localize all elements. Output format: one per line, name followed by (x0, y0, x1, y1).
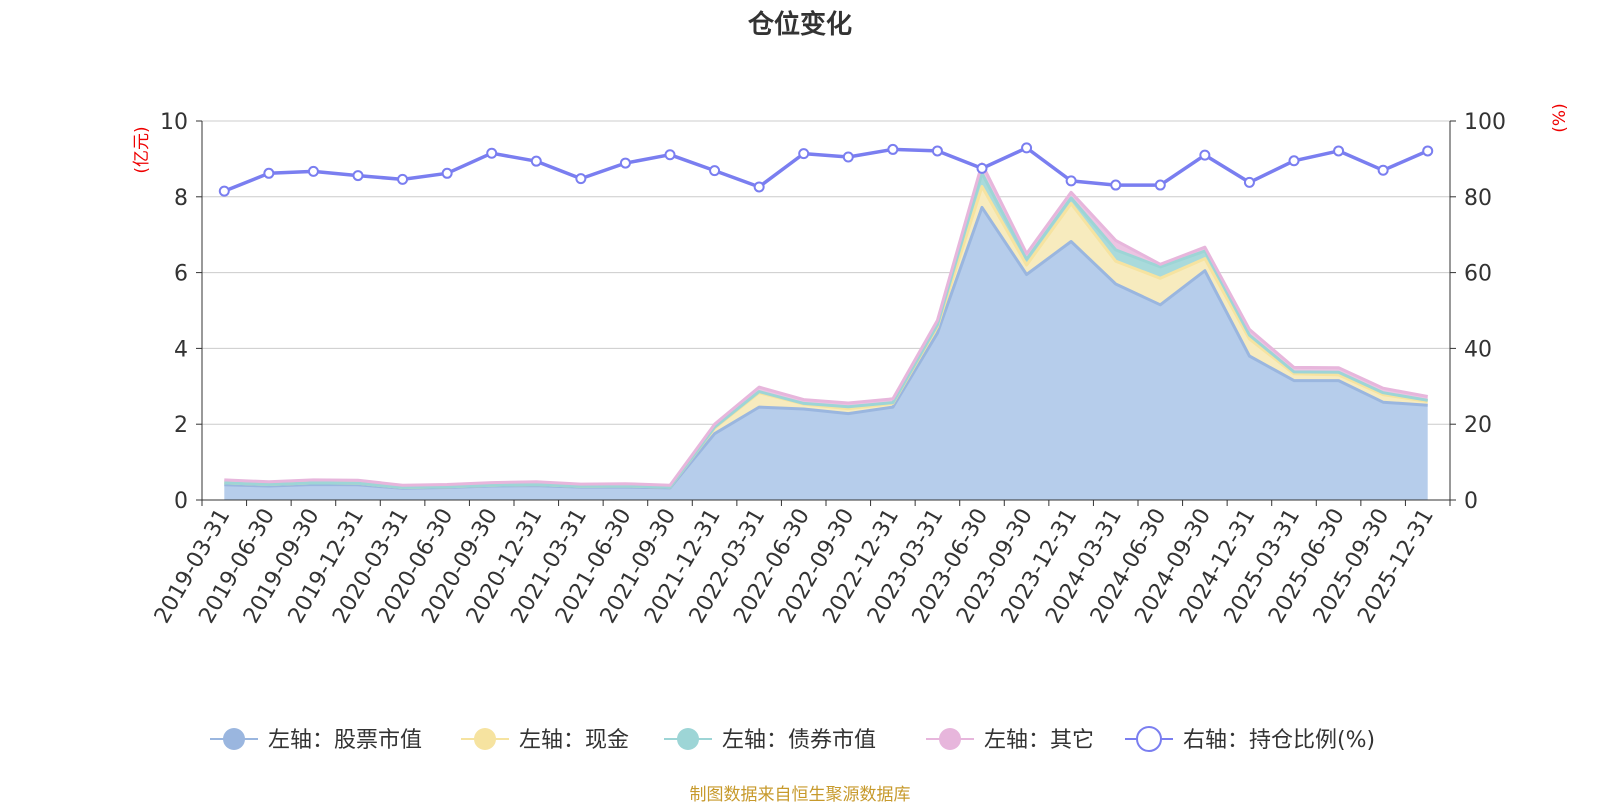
legend-item-0: 左轴：股票市值 (210, 728, 422, 753)
left-tick-label: 2 (174, 413, 188, 438)
ratio-point (530, 155, 542, 167)
ratio-point (307, 165, 319, 177)
legend-label: 左轴：债券市值 (722, 728, 876, 753)
right-tick-label: 100 (1464, 110, 1506, 135)
ratio-point (887, 143, 899, 155)
ratio-point (486, 147, 498, 159)
left-tick-label: 6 (174, 262, 188, 287)
right-tick-label: 60 (1464, 262, 1492, 287)
legend-swatch-dot (677, 728, 699, 750)
ratio-point (352, 170, 364, 182)
left-tick-label: 8 (174, 186, 188, 211)
ratio-point (263, 167, 275, 179)
ratio-point (798, 148, 810, 160)
right-tick-label: 0 (1464, 489, 1478, 514)
right-tick-label: 80 (1464, 186, 1492, 211)
ratio-point (1065, 175, 1077, 187)
ratio-point (664, 149, 676, 161)
area-edge-左轴：其它 (224, 162, 1428, 487)
ratio-point (619, 157, 631, 169)
ratio-line-path (223, 146, 1429, 193)
ratio-point (753, 181, 765, 193)
ratio-point (1021, 142, 1033, 154)
right-axis-unit: (%) (1550, 103, 1570, 132)
right-tick-label: 20 (1464, 413, 1492, 438)
left-tick-label: 4 (174, 337, 188, 362)
ratio-point (1199, 149, 1211, 161)
legend-swatch-dot (1136, 726, 1162, 752)
ratio-line (218, 142, 1434, 197)
right-tick-label: 40 (1464, 337, 1492, 362)
ratio-point (1422, 145, 1434, 157)
ratio-point (976, 162, 988, 174)
ratio-point (931, 145, 943, 157)
ratio-point (1333, 145, 1345, 157)
legend-item-3: 左轴：其它 (926, 728, 1094, 753)
ratio-point (1154, 179, 1166, 191)
legend-label: 左轴：现金 (519, 728, 629, 753)
legend-label: 右轴：持仓比例(%) (1183, 728, 1375, 753)
left-tick-label: 0 (174, 489, 188, 514)
left-tick-label: 10 (160, 110, 188, 135)
chart-title: 仓位变化 (747, 10, 852, 40)
legend-item-2: 左轴：债券市值 (664, 728, 876, 753)
legend: 左轴：股票市值 左轴：现金 左轴：债券市值 左轴：其它 右轴：持仓比例(%) (210, 726, 1375, 753)
area-左轴：股票市值 (224, 207, 1428, 500)
legend-label: 左轴：其它 (984, 728, 1094, 753)
legend-swatch-dot (223, 728, 245, 750)
ratio-point (1110, 179, 1122, 191)
source-note: 制图数据来自恒生聚源数据库 (689, 785, 911, 805)
ratio-point (1377, 164, 1389, 176)
legend-swatch-dot (474, 728, 496, 750)
axes: 02468100204060801002019-03-312019-06-302… (132, 103, 1570, 627)
legend-label: 左轴：股票市值 (268, 728, 422, 753)
legend-item-1: 左轴：现金 (461, 728, 629, 753)
ratio-point (575, 173, 587, 185)
legend-item-4: 右轴：持仓比例(%) (1125, 726, 1375, 753)
legend-swatch-dot (939, 728, 961, 750)
ratio-point (1288, 155, 1300, 167)
left-axis-unit: (亿元) (132, 126, 152, 173)
area-edge-左轴：债券市值 (224, 171, 1428, 489)
ratio-point (397, 173, 409, 185)
ratio-point (218, 185, 230, 197)
ratio-point (842, 151, 854, 163)
ratio-point (709, 165, 721, 177)
ratio-point (1243, 176, 1255, 188)
ratio-point (441, 167, 453, 179)
stacked-areas (224, 162, 1428, 500)
